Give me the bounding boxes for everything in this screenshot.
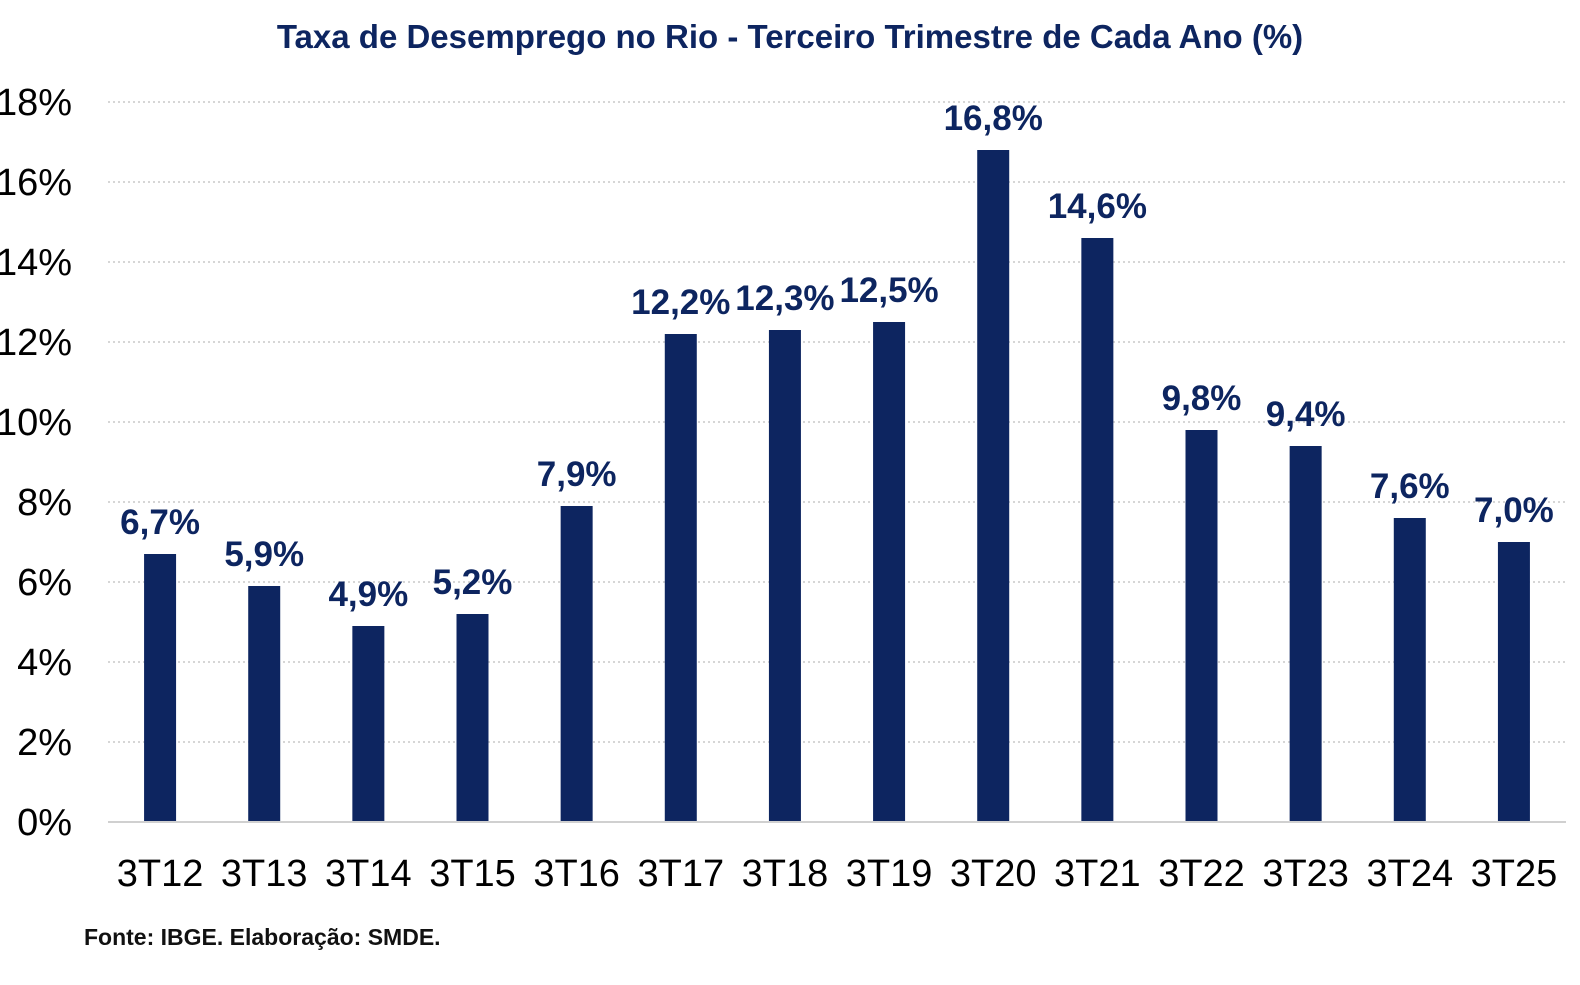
data-label: 12,5% <box>839 271 938 310</box>
y-tick-label: 16% <box>0 162 72 204</box>
data-label: 7,9% <box>537 455 617 494</box>
bar <box>1393 518 1426 822</box>
data-label: 9,4% <box>1266 395 1346 434</box>
bar <box>768 330 801 822</box>
bar <box>1185 430 1218 822</box>
x-tick-label: 3T24 <box>1366 853 1453 895</box>
bar <box>1289 446 1322 822</box>
x-tick-label: 3T25 <box>1471 853 1558 895</box>
x-tick-label: 3T14 <box>325 853 412 895</box>
x-tick-label: 3T17 <box>637 853 724 895</box>
y-tick-label: 4% <box>17 642 72 684</box>
x-tick-label: 3T22 <box>1158 853 1245 895</box>
data-label: 14,6% <box>1048 187 1147 226</box>
chart-title: Taxa de Desemprego no Rio - Terceiro Tri… <box>276 18 1304 55</box>
data-label: 12,2% <box>631 283 730 322</box>
x-tick-label: 3T18 <box>742 853 829 895</box>
bar <box>873 322 906 822</box>
y-tick-label: 2% <box>17 722 72 764</box>
data-label: 6,7% <box>120 503 200 542</box>
y-tick-label: 6% <box>17 562 72 604</box>
data-label: 7,6% <box>1370 467 1450 506</box>
data-label: 12,3% <box>735 279 834 318</box>
y-tick-label: 14% <box>0 242 72 284</box>
x-tick-label: 3T15 <box>429 853 516 895</box>
y-tick-label: 18% <box>0 82 72 124</box>
bar <box>664 334 697 822</box>
x-tick-label: 3T23 <box>1262 853 1349 895</box>
x-tick-label: 3T12 <box>117 853 204 895</box>
y-tick-label: 12% <box>0 322 72 364</box>
bar <box>352 626 385 822</box>
x-axis-tick-labels: 3T12 3T13 3T14 3T15 3T16 3T17 3T18 3T19 3T20 3T21… <box>117 853 1557 895</box>
data-label: 16,8% <box>944 99 1043 138</box>
bars <box>144 150 1530 822</box>
x-tick-label: 3T16 <box>533 853 620 895</box>
y-axis-tick-labels: 0% 2% 4% 6% 8% 10% 12% 14% 16% 18% <box>0 82 72 844</box>
x-tick-label: 3T21 <box>1054 853 1141 895</box>
bar <box>977 150 1010 822</box>
y-tick-label: 0% <box>17 802 72 844</box>
data-label: 7,0% <box>1474 491 1554 530</box>
bar <box>456 614 489 822</box>
bar <box>144 554 177 822</box>
data-labels: 6,7% 5,9% 4,9% 5,2% 7,9% 12,2% 12,3% 12,5% 16,8%… <box>120 99 1554 614</box>
y-tick-label: 8% <box>17 482 72 524</box>
data-label: 5,2% <box>433 563 513 602</box>
bar <box>1081 238 1114 822</box>
bar <box>560 506 593 822</box>
bar <box>1497 542 1530 822</box>
data-label: 9,8% <box>1162 379 1242 418</box>
gridlines <box>108 101 1566 743</box>
data-label: 5,9% <box>224 535 304 574</box>
x-tick-label: 3T20 <box>950 853 1037 895</box>
bar <box>248 586 281 822</box>
source-note: Fonte: IBGE. Elaboração: SMDE. <box>84 924 441 950</box>
x-tick-label: 3T13 <box>221 853 308 895</box>
data-label: 4,9% <box>328 575 408 614</box>
y-tick-label: 10% <box>0 402 72 444</box>
x-tick-label: 3T19 <box>846 853 933 895</box>
